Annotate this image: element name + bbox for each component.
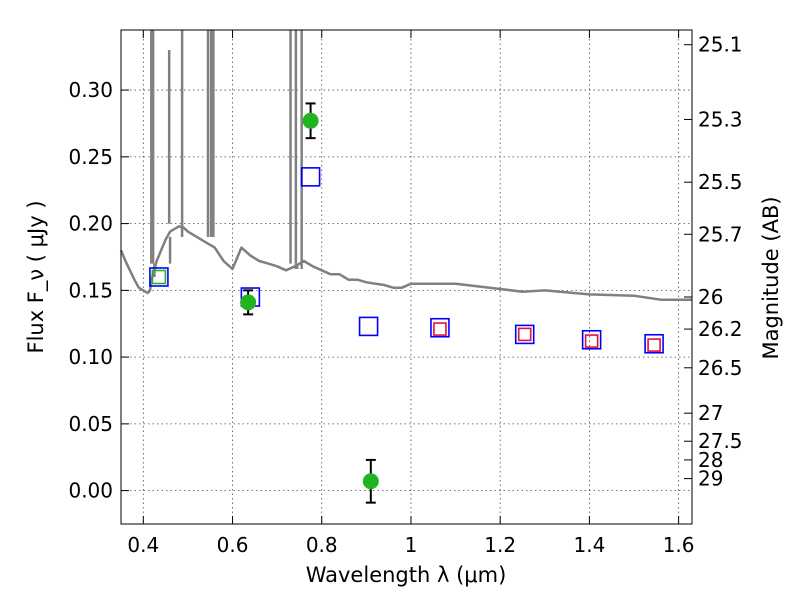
y-tick-label: 0.10 [68, 345, 113, 369]
model-flux-square [151, 269, 167, 285]
y-tick-label: 0.15 [68, 278, 113, 302]
measured-flux-point [302, 112, 319, 129]
spectrum-line [119, 225, 692, 301]
model-flux-square [433, 322, 447, 336]
axis-ticks: 0.4 0.6 0.8 1 1.2 1.4 1.6 0.00 0.05 0.10 0.15 0.20 0… [68, 30, 743, 557]
band-flux-square [581, 329, 602, 350]
model-spectrum [119, 30, 692, 301]
band-flux-square [149, 267, 169, 287]
band-flux-square [430, 317, 450, 338]
right-tick-label: 27 [698, 401, 723, 425]
measured-flux-point [240, 294, 257, 311]
band-flux-square [300, 167, 321, 187]
right-tick-label: 26.5 [698, 356, 743, 380]
right-tick-label: 27.5 [698, 429, 743, 453]
x-tick-label: 1 [405, 533, 418, 557]
band-flux-square [644, 333, 664, 354]
y-axis-title: Flux F_ν ( μJy ) [24, 200, 49, 353]
y-tick-label: 0.30 [68, 78, 113, 102]
x-tick-label: 1.2 [484, 533, 516, 557]
x-tick-label: 1.4 [573, 533, 605, 557]
right-tick-label: 29 [698, 467, 723, 491]
x-tick-label: 0.6 [217, 533, 249, 557]
right-tick-label: 25.1 [698, 33, 743, 57]
model-flux-square [517, 327, 532, 342]
y-tick-label: 0.20 [68, 212, 113, 236]
y-tick-label: 0.05 [68, 412, 113, 436]
right-tick-label: 25.3 [698, 107, 743, 131]
right-axis-title: Magnitude (AB) [759, 196, 783, 359]
right-tick-label: 25.5 [698, 170, 743, 194]
right-tick-label: 26 [698, 285, 723, 309]
plot-frame [120, 29, 693, 525]
right-tick-label: 25.7 [698, 222, 743, 246]
data-markers [149, 102, 664, 504]
grid-lines [121, 30, 692, 524]
band-flux-square [358, 316, 379, 337]
y-tick-label: 0.25 [68, 145, 113, 169]
band-flux-square [514, 324, 535, 345]
x-tick-label: 1.6 [663, 533, 695, 557]
model-flux-square [647, 338, 661, 352]
model-flux-square [584, 334, 599, 348]
right-tick-label: 26.2 [698, 317, 743, 341]
x-tick-label: 0.4 [127, 533, 159, 557]
right-tick-label: 28 [698, 448, 723, 472]
x-axis-title: Wavelength λ (μm) [306, 563, 507, 587]
x-tick-label: 0.8 [306, 533, 338, 557]
y-tick-label: 0.00 [68, 479, 113, 503]
measured-flux-point [362, 473, 379, 490]
